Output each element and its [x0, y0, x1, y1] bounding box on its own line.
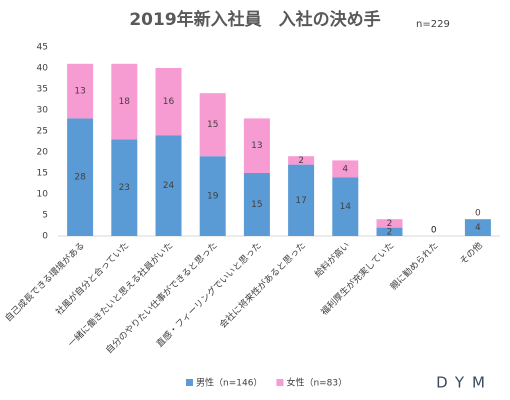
bar-segment: [67, 63, 94, 119]
bar-segment: [243, 173, 270, 236]
bar-segment: [199, 156, 226, 236]
value-label: 18: [119, 97, 131, 107]
legend-label: 女性（n=83）: [286, 377, 347, 389]
bar-segment: [376, 219, 403, 228]
value-label: 0: [475, 209, 481, 219]
value-label: 16: [163, 97, 175, 107]
y-tick-label: 10: [37, 190, 49, 200]
y-tick-label: 15: [37, 169, 48, 179]
legend-swatch: [186, 379, 193, 386]
value-label: 17: [295, 196, 306, 206]
bar-segment: [111, 139, 138, 236]
value-label: 4: [342, 164, 348, 174]
legend-label: 男性（n=146）: [196, 377, 262, 389]
bar-segment: [376, 227, 403, 236]
value-label: 2: [387, 227, 393, 237]
y-tick-label: 20: [37, 148, 49, 158]
value-label: 13: [251, 141, 262, 151]
bar-segment: [111, 63, 138, 140]
value-label: 28: [74, 173, 86, 183]
value-label: 24: [163, 181, 175, 191]
bar-segment: [243, 118, 270, 173]
bar-segment: [67, 118, 94, 236]
value-label: 19: [207, 192, 219, 202]
y-tick-label: 40: [37, 64, 49, 74]
bar-segment: [155, 135, 182, 236]
bar-segment: [199, 93, 226, 157]
chart-subtitle: n=229: [416, 19, 450, 30]
bar-segment: [332, 177, 359, 236]
value-label: 15: [251, 200, 262, 210]
y-tick-label: 45: [37, 43, 48, 53]
brand: DYM: [436, 374, 493, 392]
value-label: 2: [387, 219, 393, 229]
value-label: 13: [74, 87, 85, 97]
y-tick-label: 0: [42, 232, 48, 242]
bar-segment: [288, 156, 315, 165]
legend-swatch: [276, 379, 284, 386]
value-label: 4: [475, 223, 481, 233]
bar-segment: [464, 219, 491, 236]
y-tick-label: 30: [37, 106, 49, 116]
chart-title: 2019年新入社員 入社の決め手: [129, 9, 380, 30]
bar-segment: [332, 160, 359, 178]
value-label: 15: [207, 120, 218, 130]
y-tick-label: 25: [37, 127, 48, 137]
value-label: 2: [298, 156, 304, 166]
bar-segment: [155, 68, 182, 136]
value-label: 23: [119, 183, 130, 193]
bar-segment: [288, 164, 315, 236]
value-label: 0: [431, 226, 437, 236]
y-tick-label: 5: [42, 211, 48, 221]
value-label: 0: [431, 226, 437, 236]
y-tick-label: 35: [37, 85, 48, 95]
value-label: 14: [340, 202, 352, 212]
